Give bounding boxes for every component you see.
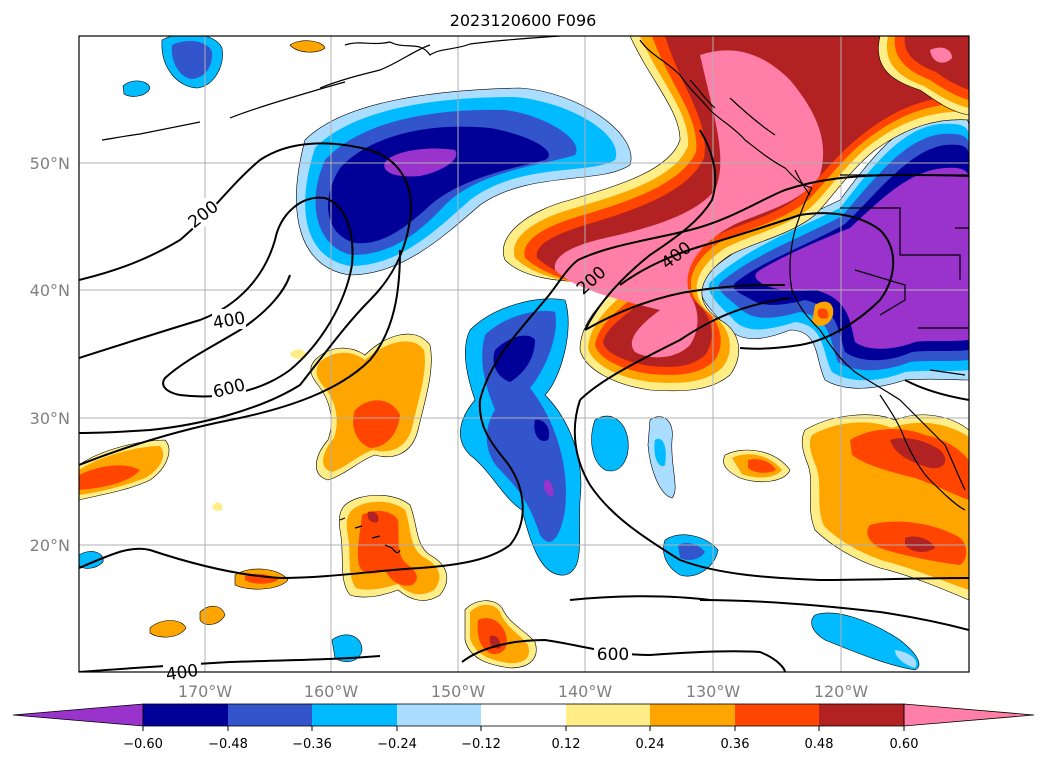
colorbar-segment [481, 704, 566, 726]
colorbar-segment [312, 704, 397, 726]
map-frame [78, 35, 970, 673]
colorbar-tick: −0.60 [123, 737, 163, 752]
colorbar-extend-high [903, 703, 1035, 727]
latitude-labels: 50°N 40°N 30°N 20°N [30, 154, 70, 555]
contour-label: 400 [165, 661, 200, 685]
lat-label: 40°N [30, 281, 70, 300]
colorbar-tick: 0.60 [890, 737, 919, 752]
colorbar-extend-low [12, 703, 144, 727]
colorbar-tick: 0.36 [721, 737, 750, 752]
colorbar-tick: −0.48 [208, 737, 248, 752]
chart-title: 2023120600 F096 [450, 11, 597, 30]
colorbar-segment [397, 704, 481, 726]
colorbar-segment [566, 704, 650, 726]
graticule [79, 36, 969, 672]
map-panel: 200 400 600 200 400 600 400 50°N 40°N 30… [30, 35, 970, 701]
colorbar-segment [650, 704, 735, 726]
colorbar-tick: −0.36 [292, 737, 332, 752]
colorbar-tick: 0.24 [636, 737, 665, 752]
colorbar: −0.60 −0.48 −0.36 −0.24 −0.12 0.12 0.24 … [12, 703, 1035, 752]
lat-label: 30°N [30, 409, 70, 428]
lon-label: 120°W [814, 682, 869, 701]
colorbar-segment [819, 704, 904, 726]
colorbar-segment [735, 704, 819, 726]
colorbar-segment [143, 704, 228, 726]
lon-label: 150°W [431, 682, 486, 701]
longitude-labels: 170°W 160°W 150°W 140°W 130°W 120°W [178, 682, 869, 701]
colorbar-segment [228, 704, 312, 726]
lon-label: 160°W [304, 682, 359, 701]
lon-label: 140°W [558, 682, 613, 701]
lon-label: 170°W [178, 682, 233, 701]
lon-label: 130°W [686, 682, 741, 701]
contour-label: 600 [597, 645, 629, 665]
lat-label: 50°N [30, 154, 70, 173]
colorbar-tick: −0.12 [461, 737, 501, 752]
lat-label: 20°N [30, 536, 70, 555]
colorbar-tick: 0.12 [552, 737, 581, 752]
contour-lines [79, 129, 969, 672]
colorbar-tick: −0.24 [377, 737, 417, 752]
colorbar-tick: 0.48 [805, 737, 834, 752]
